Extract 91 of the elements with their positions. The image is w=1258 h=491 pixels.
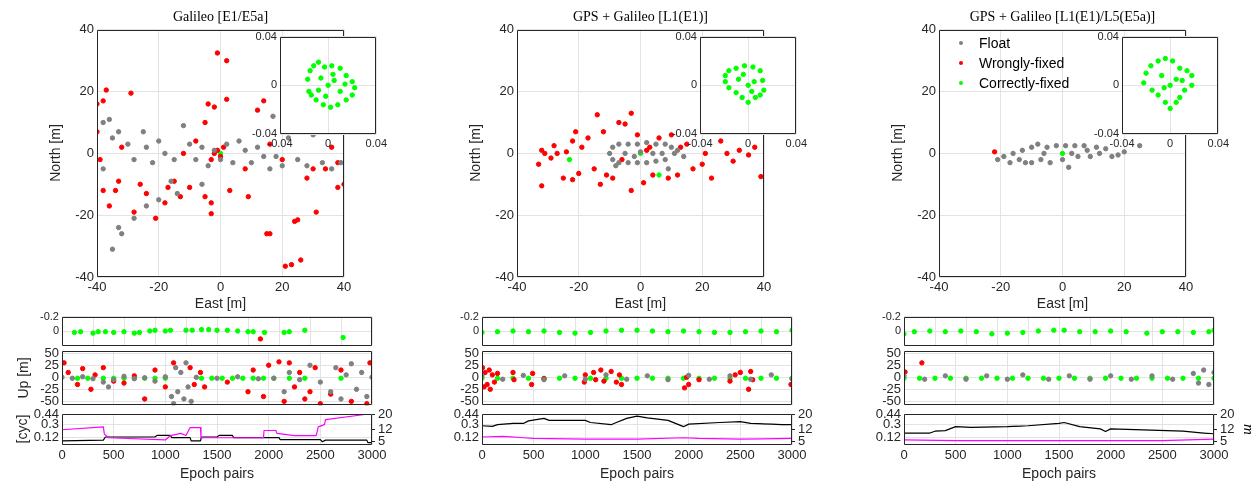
y-tick-label: -0.2 [40, 309, 59, 322]
y2-tick-label: 5 [1220, 433, 1228, 449]
x-tick-label: 1500 [202, 447, 232, 463]
y-axis-title: North [m] [46, 124, 63, 182]
x-tick-label: 1000 [992, 447, 1022, 463]
x-tick-label: -20 [569, 279, 589, 295]
y2-tick-label: 12 [798, 420, 813, 436]
x-tick-label: 2500 [1147, 447, 1177, 463]
x-tick-label: 40 [336, 279, 352, 295]
y2-tick-label: 5 [378, 433, 386, 449]
x-tick-label: 40 [756, 279, 772, 295]
x-tick-label: 3000 [1199, 447, 1229, 463]
y2-tick-label: 5 [798, 433, 806, 449]
x-tick-label: -0.04 [267, 136, 293, 149]
y-axis-title: [cyc] [13, 414, 30, 444]
y-axis-title: Up [m] [14, 357, 31, 399]
x-tick-label: 0 [216, 279, 225, 295]
y-tick-label: -0.2 [882, 309, 901, 322]
y2-tick-label: 20 [1220, 406, 1235, 422]
x-tick-label: 500 [522, 447, 545, 463]
x-tick-label: 20 [275, 279, 290, 295]
x-tick-label: 0 [636, 279, 645, 295]
chart-title: GPS + Galileo [L1(E1)] [571, 9, 709, 25]
chart-title: GPS + Galileo [L1(E1)/L5(E5a)] [968, 9, 1157, 25]
y2-tick-label: 20 [378, 406, 393, 422]
x-tick-label: 0 [745, 136, 752, 149]
y-tick-label: 0.12 [875, 429, 901, 445]
x-tick-label: 0.04 [1207, 136, 1230, 149]
y-tick-label: 0 [894, 324, 901, 337]
y-tick-label: 0 [690, 78, 697, 91]
x-tick-label: 40 [1178, 279, 1194, 295]
chart-title: Galileo [E1/E5a] [171, 9, 270, 25]
y-tick-label: 0 [52, 324, 59, 337]
x-tick-label: 2000 [254, 447, 284, 463]
y-tick-label: 40 [921, 21, 936, 37]
x-axis-title: Epoch pairs [1021, 465, 1097, 481]
legend-label: Float [979, 35, 1011, 51]
y-tick-label: -40 [495, 268, 514, 284]
y-tick-label: 40 [79, 21, 94, 37]
x-tick-label: 1500 [622, 447, 652, 463]
x-tick-label: -20 [991, 279, 1011, 295]
x-tick-label: 500 [944, 447, 967, 463]
x-tick-label: 2000 [674, 447, 704, 463]
y-tick-label: 0.04 [255, 29, 277, 42]
y-tick-label: 0 [270, 78, 277, 91]
y-tick-label: 20 [79, 83, 94, 99]
y2-axis-title: m [1239, 423, 1257, 435]
y-tick-label: 20 [921, 83, 936, 99]
x-tick-label: 0 [325, 136, 332, 149]
legend-label: Wrongly-fixed [979, 55, 1065, 71]
y-tick-label: -40 [917, 268, 936, 284]
x-axis-title: East [m] [1035, 295, 1090, 311]
x-tick-label: 0.04 [365, 136, 388, 149]
x-tick-label: 20 [1117, 279, 1132, 295]
x-tick-label: 1500 [1044, 447, 1074, 463]
y-tick-label: -20 [917, 206, 936, 222]
y-tick-label: -0.2 [460, 309, 479, 322]
y2-tick-label: 12 [378, 420, 393, 436]
x-tick-label: 2500 [725, 447, 755, 463]
x-tick-label: 0.04 [785, 136, 808, 149]
x-tick-label: 0 [1058, 279, 1067, 295]
x-axis-title: East [m] [613, 295, 668, 311]
y-tick-label: 20 [499, 83, 514, 99]
x-tick-label: 500 [102, 447, 125, 463]
y-axis-title: North [m] [888, 124, 905, 182]
y-tick-label: 40 [499, 21, 514, 37]
y-tick-label: -40 [75, 268, 94, 284]
x-tick-label: -20 [149, 279, 169, 295]
x-axis-title: Epoch pairs [599, 465, 675, 481]
x-tick-label: 1000 [570, 447, 600, 463]
y-tick-label: 0 [472, 324, 479, 337]
legend-label: Correctly-fixed [979, 75, 1070, 91]
x-tick-label: 1000 [150, 447, 180, 463]
y-tick-label: 0 [1112, 78, 1119, 91]
x-axis-title: East [m] [193, 295, 248, 311]
x-tick-label: 3000 [777, 447, 807, 463]
x-tick-label: 3000 [357, 447, 387, 463]
y-axis-title: North [m] [466, 124, 483, 182]
y-tick-label: 0.12 [33, 429, 59, 445]
y-tick-label: 0.04 [675, 29, 697, 42]
y-tick-label: 0.04 [1097, 29, 1119, 42]
y-tick-label: 0.12 [453, 429, 479, 445]
x-tick-label: 2500 [305, 447, 335, 463]
x-tick-label: 0 [1167, 136, 1174, 149]
y2-tick-label: 12 [1220, 420, 1235, 436]
x-axis-title: Epoch pairs [179, 465, 255, 481]
x-tick-label: 20 [695, 279, 710, 295]
x-tick-label: 2000 [1096, 447, 1126, 463]
y-tick-label: -20 [75, 206, 94, 222]
y-tick-label: -20 [495, 206, 514, 222]
y2-tick-label: 20 [798, 406, 813, 422]
